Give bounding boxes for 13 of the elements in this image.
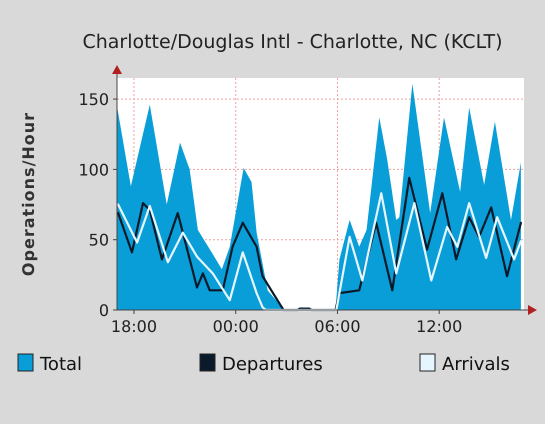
chart-title: Charlotte/Douglas Intl - Charlotte, NC (KCLT) xyxy=(82,31,503,53)
legend-label: Total xyxy=(39,354,82,375)
x-tick-label: 00:00 xyxy=(212,317,259,336)
x-tick-label: 06:00 xyxy=(314,317,361,336)
x-tick-label: 18:00 xyxy=(110,317,158,336)
y-axis-title: Operations/Hour xyxy=(19,112,38,276)
x-tick-label: 12:00 xyxy=(416,317,462,336)
y-tick-label: 150 xyxy=(78,90,109,110)
y-tick-label: 0 xyxy=(98,301,109,320)
y-tick-label: 100 xyxy=(78,160,109,180)
legend-label: Arrivals xyxy=(442,354,510,375)
y-tick-label: 50 xyxy=(88,230,109,250)
legend-label: Departures xyxy=(222,354,323,375)
